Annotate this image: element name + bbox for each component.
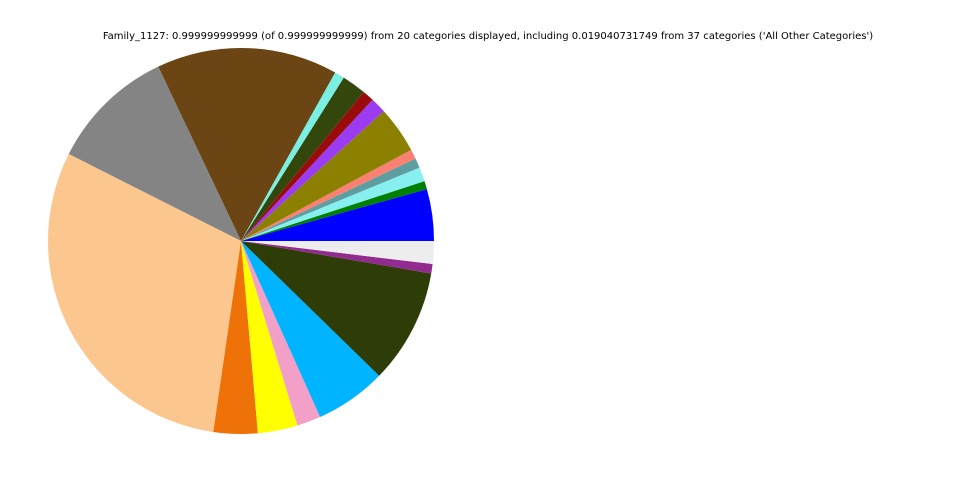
pie-slice-2 [241,181,427,241]
pie-slice-16 [241,241,321,426]
pie-slice-19 [241,241,433,274]
pie-slice-1 [241,189,434,241]
pie-slice-6 [241,111,412,241]
pie-slice-14 [213,241,258,435]
chart-title: Family_1127: 0.999999999999 (of 0.999999… [102,31,874,42]
pie-slice-11 [158,48,336,241]
pie-slice-8 [241,92,373,241]
pie-slice-13 [48,154,241,432]
pie-slice-15 [241,241,298,434]
pie-slice-4 [241,158,420,241]
pie-slice-5 [241,149,416,241]
pie-slice-7 [241,99,384,241]
pie-slice-18 [241,241,432,376]
pie-slice-17 [241,241,380,418]
pie-slice-12 [68,66,242,242]
pie-slice-20-all-other-categories [241,241,434,265]
pie-slice-9 [241,77,364,241]
pie-slice-10 [241,72,344,242]
pie-slice-3 [241,167,425,241]
